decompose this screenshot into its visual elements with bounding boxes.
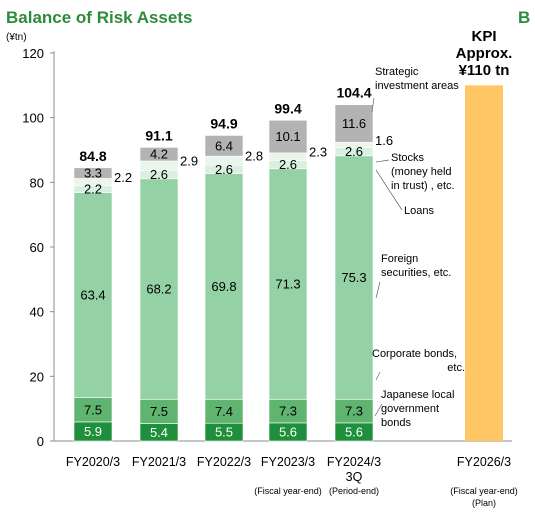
- corner-label: B: [518, 8, 530, 27]
- x-tick-label: FY2024/3: [327, 455, 381, 469]
- data-label: 4.2: [150, 147, 168, 162]
- bar-segment: [204, 173, 244, 400]
- y-axis-unit: (¥tn): [6, 32, 27, 43]
- bar-segment: [139, 178, 179, 400]
- data-label: 2.6: [345, 144, 363, 159]
- data-label: 5.4: [150, 425, 168, 440]
- data-label: 2.2: [114, 170, 132, 185]
- x-tick-sublabel: (Fiscal year-end): [450, 486, 518, 496]
- data-label: 5.6: [345, 424, 363, 439]
- series-annotation: Loans: [404, 205, 434, 217]
- data-label: 7.3: [279, 404, 297, 419]
- data-label: 75.3: [341, 270, 366, 285]
- bar-segment: [139, 147, 179, 162]
- bar-segment: [139, 398, 179, 424]
- data-label: 2.8: [245, 149, 263, 164]
- total-label: 104.4: [336, 85, 371, 101]
- data-label: 5.5: [215, 425, 233, 440]
- leader-line: [375, 281, 381, 299]
- x-tick-sublabel: (Fiscal year-end): [254, 486, 322, 496]
- x-tick-label: FY2023/3: [261, 455, 315, 469]
- total-label: 94.9: [210, 115, 237, 131]
- data-label: 7.5: [84, 402, 102, 417]
- series-annotation: Foreign: [381, 253, 418, 265]
- bar-segment: [268, 119, 308, 154]
- bar-segment: [334, 104, 374, 143]
- leader-line: [375, 159, 390, 163]
- data-label: 2.9: [180, 154, 198, 169]
- plan-bar: [465, 85, 503, 441]
- series-annotation: Strategic: [375, 66, 419, 78]
- data-label: 3.3: [84, 166, 102, 181]
- total-label: 91.1: [145, 127, 172, 143]
- series-annotation: bonds: [381, 417, 411, 429]
- data-label: 7.3: [345, 404, 363, 419]
- data-label: 5.6: [279, 424, 297, 439]
- data-label: 2.6: [150, 167, 168, 182]
- y-tick-label: 100: [22, 111, 44, 126]
- data-label: 6.4: [215, 138, 233, 153]
- series-annotation: government: [381, 403, 439, 415]
- chart-title: Balance of Risk Assets: [6, 8, 192, 27]
- labels: FY2020/3 FY2021/3 FY2022/3 FY2023/3 (Fiscal …: [66, 28, 518, 508]
- series-annotation: etc.: [447, 362, 465, 374]
- bar-segment: [73, 167, 113, 179]
- series-annotation: investment areas: [375, 80, 459, 92]
- data-label: 11.6: [342, 116, 366, 131]
- series-annotation: in trust) , etc.: [391, 180, 455, 192]
- data-label: 71.3: [275, 277, 300, 292]
- series-annotation: Corporate bonds,: [372, 348, 457, 360]
- data-label: 2.3: [309, 145, 327, 160]
- x-tick-sublabel: (Plan): [472, 498, 496, 508]
- leader-line: [374, 403, 383, 417]
- x-tick-sublabel: (Period-end): [329, 486, 379, 496]
- leader-line: [375, 371, 381, 381]
- data-label: 5.9: [84, 424, 102, 439]
- data-label: 69.8: [211, 279, 236, 294]
- series-annotation: Japanese local: [381, 389, 454, 401]
- data-label: 2.2: [84, 182, 102, 197]
- y-tick-label: 40: [30, 305, 44, 320]
- series-annotation: Stocks: [391, 152, 425, 164]
- data-label: 68.2: [146, 282, 171, 297]
- kpi-label: KPI: [471, 28, 496, 45]
- axes: 0 20 40 60 80 100 120: [22, 46, 512, 449]
- x-tick-label: FY2022/3: [197, 455, 251, 469]
- x-tick-label: 3Q: [346, 470, 363, 484]
- data-label: 63.4: [80, 288, 105, 303]
- bar-segment: [268, 168, 308, 400]
- series-annotation: (money held: [391, 166, 452, 178]
- bar-segment: [204, 135, 244, 157]
- y-tick-label: 0: [37, 434, 44, 449]
- leader-line: [371, 97, 375, 113]
- data-label: 1.6: [375, 133, 393, 148]
- data-label: 10.1: [275, 129, 300, 144]
- data-label: 7.4: [215, 404, 233, 419]
- total-label: 84.8: [79, 148, 106, 164]
- total-label: 99.4: [274, 100, 301, 116]
- y-tick-label: 120: [22, 46, 44, 61]
- y-tick-label: 80: [30, 175, 44, 190]
- kpi-label: Approx.: [456, 45, 513, 62]
- bar-segment: [334, 155, 374, 400]
- bars: [73, 85, 503, 442]
- x-tick-label: FY2026/3: [457, 455, 511, 469]
- x-tick-label: FY2020/3: [66, 455, 120, 469]
- x-tick-label: FY2021/3: [132, 455, 186, 469]
- kpi-label: ¥110 tn: [459, 62, 510, 79]
- data-label: 2.6: [279, 157, 297, 172]
- y-tick-label: 20: [30, 369, 44, 384]
- series-annotation: securities, etc.: [381, 267, 451, 279]
- leader-line: [375, 169, 403, 211]
- data-label: 2.6: [215, 162, 233, 177]
- data-label: 7.5: [150, 404, 168, 419]
- y-tick-label: 60: [30, 240, 44, 255]
